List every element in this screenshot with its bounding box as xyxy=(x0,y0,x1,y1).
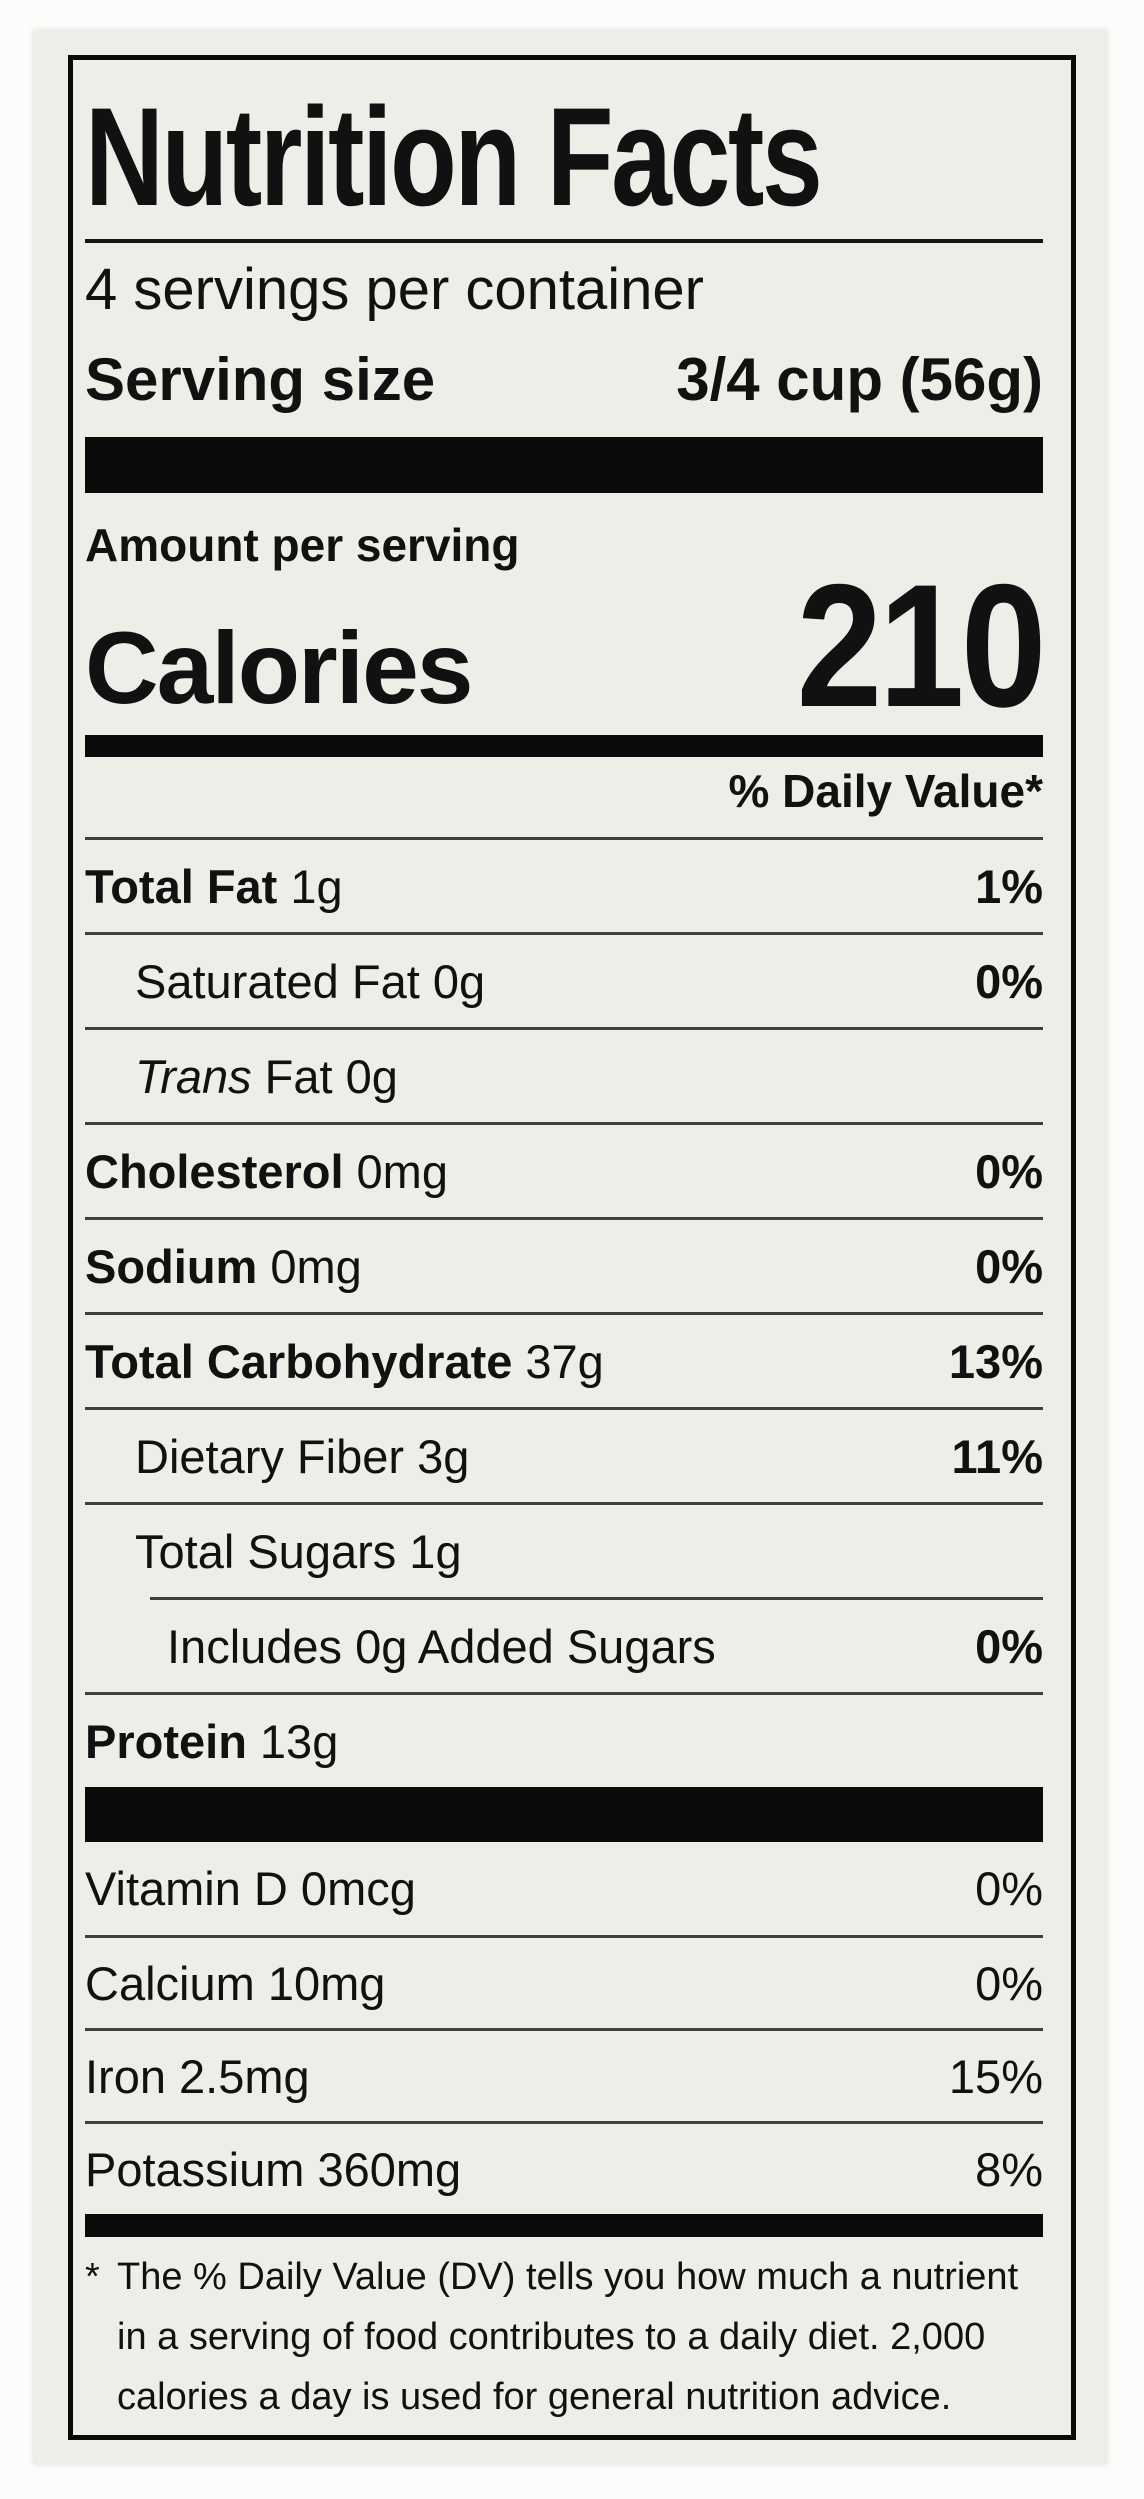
nutrient-row-sodium: Sodium 0mg 0% xyxy=(85,1217,1043,1312)
nutrient-amount: Total Sugars 1g xyxy=(135,1524,462,1578)
nutrient-row-trans-fat: Trans Fat 0g xyxy=(85,1027,1043,1122)
nutrient-dv: 0% xyxy=(975,1239,1043,1293)
indented-divider xyxy=(150,1597,1043,1600)
nutrient-dv: 0% xyxy=(975,1862,1043,1915)
thick-separator xyxy=(85,1787,1043,1842)
nutrient-dv: 15% xyxy=(948,2049,1043,2103)
label-border-box: Nutrition Facts 4 servings per container… xyxy=(68,55,1076,2440)
nutrient-name: Total Fat xyxy=(85,859,278,913)
nutrient-dv: 0% xyxy=(975,1956,1043,2010)
footnote-asterisk: * xyxy=(85,2256,100,2298)
nutrient-amount: Saturated Fat 0g xyxy=(135,954,486,1008)
footnote-text: The % Daily Value (DV) tells you how muc… xyxy=(117,2247,1018,2427)
thick-separator xyxy=(85,437,1043,493)
nutrient-amount: 1g xyxy=(290,859,343,913)
nutrient-amount: 13g xyxy=(259,1714,339,1768)
serving-size-label: Serving size xyxy=(85,345,436,413)
servings-per-container: 4 servings per container xyxy=(85,256,704,322)
nutrient-name: Sodium xyxy=(85,1239,258,1293)
nutrient-name: Trans xyxy=(135,1049,252,1103)
nutrient-amount: 37g xyxy=(525,1334,604,1388)
nutrient-amount: Iron 2.5mg xyxy=(85,2049,310,2103)
nutrient-amount: Vitamin D 0mcg xyxy=(85,1862,416,1915)
footnote-line: The % Daily Value (DV) tells you how muc… xyxy=(117,2256,1019,2298)
nutrient-name: Protein xyxy=(85,1714,247,1768)
micronutrient-row-iron: Iron 2.5mg 15% xyxy=(85,2028,1043,2121)
nutrient-row-saturated-fat: Saturated Fat 0g 0% xyxy=(85,932,1043,1027)
nutrient-name: Cholesterol xyxy=(85,1144,344,1198)
nutrient-row-dietary-fiber: Dietary Fiber 3g 11% xyxy=(85,1407,1043,1502)
calories-row: Calories 210 xyxy=(85,548,1047,744)
micronutrient-section: Vitamin D 0mcg 0% Calcium 10mg 0% Iron 2… xyxy=(85,1842,1043,2214)
footnote-line: in a serving of food contributes to a da… xyxy=(117,2316,986,2358)
nutrient-dv: 0% xyxy=(975,1619,1043,1673)
micronutrient-row-vitamin-d: Vitamin D 0mcg 0% xyxy=(85,1842,1043,1935)
nutrient-dv: 1% xyxy=(975,859,1043,913)
nutrient-dv: 11% xyxy=(951,1429,1043,1483)
nutrient-dv: 8% xyxy=(975,2142,1043,2196)
nutrient-amount: Fat 0g xyxy=(264,1049,398,1103)
medium-separator xyxy=(85,735,1043,757)
micronutrient-row-potassium: Potassium 360mg 8% xyxy=(85,2121,1043,2214)
nutrient-row-total-carbohydrate: Total Carbohydrate 37g 13% xyxy=(85,1312,1043,1407)
nutrient-amount: Potassium 360mg xyxy=(85,2142,462,2196)
medium-separator xyxy=(85,2214,1043,2237)
nutrient-amount: 0mg xyxy=(270,1239,362,1293)
amount-per-serving: Amount per serving xyxy=(85,519,520,571)
nutrient-dv: 0% xyxy=(975,1144,1043,1198)
nutrient-row-cholesterol: Cholesterol 0mg 0% xyxy=(85,1122,1043,1217)
calories-label: Calories xyxy=(85,611,474,726)
title-rule xyxy=(85,239,1043,243)
nutrient-row-total-fat: Total Fat 1g 1% xyxy=(85,837,1043,932)
nutrient-section: Total Fat 1g 1% Saturated Fat 0g 0% Trans… xyxy=(85,825,1043,1787)
calories-value: 210 xyxy=(796,548,1047,744)
nutrient-name: Total Carbohydrate xyxy=(85,1334,513,1388)
footnote: * The % Daily Value (DV) tells you how m… xyxy=(85,2247,1043,2427)
serving-size-row: Serving size 3/4 cup (56g) xyxy=(85,335,1043,423)
nutrient-amount: Includes 0g Added Sugars xyxy=(167,1619,716,1673)
nutrition-label-card: Nutrition Facts 4 servings per container… xyxy=(33,30,1107,2464)
footnote-line: calories a day is used for general nutri… xyxy=(117,2376,952,2418)
daily-value-header: % Daily Value* xyxy=(728,765,1044,817)
nutrient-amount: Dietary Fiber 3g xyxy=(135,1429,470,1483)
label-title: Nutrition Facts xyxy=(85,77,823,235)
nutrient-row-added-sugars: Includes 0g Added Sugars 0% xyxy=(85,1600,1043,1692)
nutrient-dv: 13% xyxy=(948,1334,1043,1388)
nutrient-row-total-sugars: Total Sugars 1g xyxy=(85,1502,1043,1597)
nutrient-dv: 0% xyxy=(975,954,1043,1008)
micronutrient-row-calcium: Calcium 10mg 0% xyxy=(85,1935,1043,2028)
nutrient-amount: 0mg xyxy=(356,1144,448,1198)
nutrient-amount: Calcium 10mg xyxy=(85,1956,386,2010)
nutrient-row-protein: Protein 13g xyxy=(85,1692,1043,1787)
serving-size-value: 3/4 cup (56g) xyxy=(676,345,1043,413)
